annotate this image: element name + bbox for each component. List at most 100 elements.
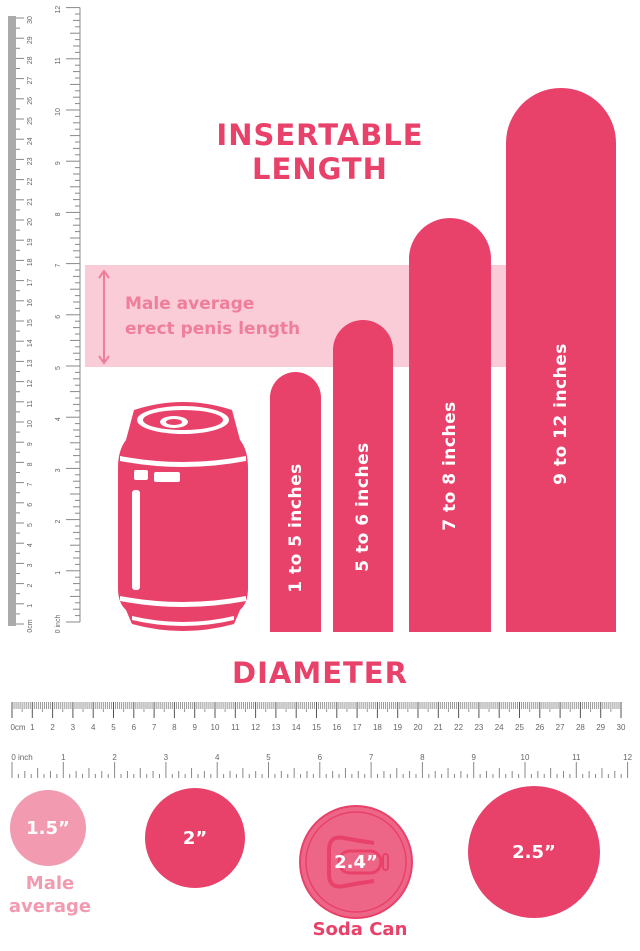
inch-tick-label: 11 <box>572 753 581 762</box>
cm-tick-label: 22 <box>454 723 463 732</box>
inch-tick-label: 2 <box>55 520 62 524</box>
cm-tick-label: 4 <box>91 723 96 732</box>
inch-tick-label: 4 <box>215 753 220 762</box>
cm-tick-label: 21 <box>27 198 34 206</box>
cm-tick-label: 9 <box>192 723 197 732</box>
inch-tick-label: 12 <box>623 753 632 762</box>
cm-tick-label: 20 <box>27 218 34 226</box>
cm-tick-label: 26 <box>27 97 34 105</box>
inch-tick-label: 7 <box>55 264 62 268</box>
cm-tick-label: 0cm <box>10 723 25 732</box>
inch-tick-label: 6 <box>318 753 323 762</box>
bar-5-to-6: 5 to 6 inches <box>333 320 393 632</box>
cm-tick-label: 28 <box>576 723 585 732</box>
cm-tick-label: 23 <box>474 723 483 732</box>
cm-tick-label: 8 <box>27 462 34 466</box>
cm-tick-label: 29 <box>596 723 605 732</box>
inch-tick-label: 10 <box>55 108 62 116</box>
cm-tick-label: 25 <box>27 117 34 125</box>
bar-label: 9 to 12 inches <box>551 343 571 486</box>
cm-tick-label: 11 <box>27 400 34 407</box>
circle-1-5: 1.5” <box>10 790 86 866</box>
cm-tick-label: 19 <box>27 238 34 246</box>
inch-tick-label: 7 <box>369 753 374 762</box>
cm-tick-label: 0cm <box>27 619 34 632</box>
cm-tick-label: 12 <box>27 380 34 388</box>
cm-tick-label: 17 <box>353 723 362 732</box>
cm-tick-label: 10 <box>27 420 34 428</box>
bar-7-to-8: 7 to 8 inches <box>409 218 491 632</box>
band-label-line1: Male average <box>125 294 255 314</box>
cm-tick-label: 20 <box>414 723 423 732</box>
cm-tick-label: 30 <box>617 723 626 732</box>
inch-tick-label: 11 <box>55 57 62 64</box>
cm-tick-label: 25 <box>515 723 524 732</box>
soda-can-icon <box>118 402 248 631</box>
cm-tick-label: 3 <box>71 723 76 732</box>
cm-tick-label: 18 <box>27 258 34 266</box>
bar-9-to-12: 9 to 12 inches <box>506 88 616 632</box>
inch-tick-label: 8 <box>420 753 425 762</box>
cm-tick-label: 5 <box>27 523 34 527</box>
cm-tick-label: 13 <box>271 723 280 732</box>
cm-tick-label: 7 <box>152 723 157 732</box>
can-lid-icon <box>299 805 413 919</box>
title-line2: LENGTH <box>252 152 388 186</box>
inch-tick-label: 9 <box>471 753 476 762</box>
cm-tick-label: 23 <box>27 157 34 165</box>
cm-tick-label: 2 <box>27 584 34 588</box>
inch-tick-label: 10 <box>521 753 530 762</box>
bar-label: 1 to 5 inches <box>285 463 306 593</box>
cm-tick-label: 30 <box>27 16 34 24</box>
cm-tick-label: 13 <box>27 359 34 367</box>
cm-tick-label: 1 <box>27 604 34 608</box>
inch-tick-label: 1 <box>61 753 66 762</box>
inch-tick-label: 5 <box>266 753 271 762</box>
bar-label: 7 to 8 inches <box>440 401 460 532</box>
circle-label: 2.4” <box>334 851 378 873</box>
cm-tick-label: 24 <box>27 137 34 145</box>
inch-tick-label: 3 <box>55 468 62 472</box>
inch-tick-label: 3 <box>164 753 169 762</box>
circle-label: 1.5” <box>26 817 70 839</box>
circle-label: 2.5” <box>512 841 556 863</box>
inch-tick-label: 0 inch <box>11 753 32 762</box>
caption-line2: average <box>8 896 92 917</box>
bar-label: 5 to 6 inches <box>353 442 373 572</box>
bar-1-to-5: 1 to 5 inches <box>270 372 321 632</box>
cm-tick-label: 14 <box>292 723 301 732</box>
cm-tick-label: 16 <box>332 723 341 732</box>
cm-tick-label: 28 <box>27 56 34 64</box>
inch-tick-label: 8 <box>55 212 62 216</box>
double-arrow-icon <box>98 269 110 365</box>
caption-line1: Male <box>25 873 75 894</box>
inch-tick-label: 1 <box>55 571 62 575</box>
band-label-line2: erect penis length <box>125 319 301 339</box>
cm-tick-label: 7 <box>27 483 34 487</box>
inch-tick-label: 9 <box>55 161 62 165</box>
cm-tick-label: 3 <box>27 563 34 567</box>
cm-tick-label: 10 <box>211 723 220 732</box>
soda-can-caption: Soda Can <box>312 919 408 940</box>
cm-tick-label: 26 <box>535 723 544 732</box>
cm-tick-label: 29 <box>27 36 34 44</box>
cm-tick-label: 9 <box>27 442 34 446</box>
cm-tick-label: 21 <box>434 723 443 732</box>
inch-tick-label: 6 <box>55 315 62 319</box>
inch-tick-label: 5 <box>55 366 62 370</box>
circle-2-5: 2.5” <box>468 786 600 918</box>
cm-tick-label: 5 <box>111 723 116 732</box>
title-line1: INSERTABLE <box>216 118 424 152</box>
length-title: INSERTABLE LENGTH <box>170 118 470 186</box>
cm-tick-label: 15 <box>312 723 321 732</box>
circle-label: 2” <box>182 827 208 849</box>
inch-tick-label: 2 <box>112 753 117 762</box>
diameter-title: DIAMETER <box>232 656 408 690</box>
cm-tick-label: 6 <box>132 723 137 732</box>
cm-tick-label: 18 <box>373 723 382 732</box>
cm-tick-label: 16 <box>27 299 34 307</box>
male-average-caption: Male average <box>0 872 100 918</box>
cm-tick-label: 19 <box>393 723 402 732</box>
cm-tick-label: 24 <box>495 723 504 732</box>
